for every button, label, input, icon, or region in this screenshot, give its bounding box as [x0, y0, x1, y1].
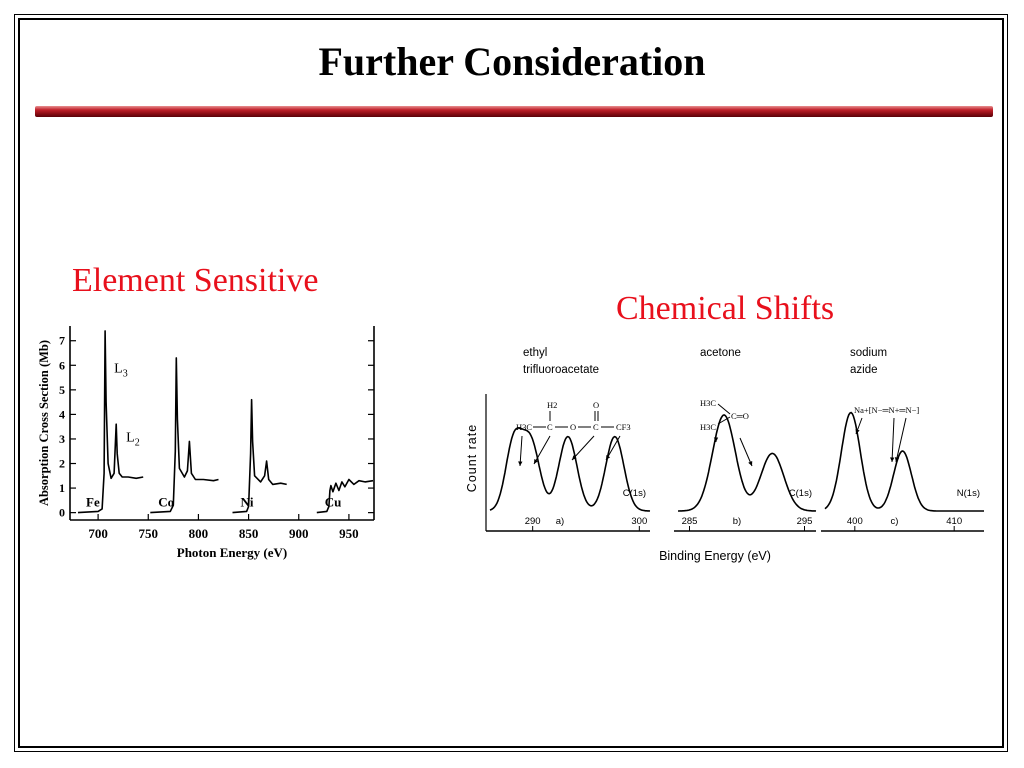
struct-h2: H2	[547, 400, 557, 410]
x-axis-label: Photon Energy (eV)	[177, 545, 288, 560]
x-tick-label: 950	[339, 526, 359, 541]
struct-acetone-bottom: H3C	[700, 422, 716, 432]
series-label-ni: Ni	[241, 495, 254, 510]
slide-title: Further Consideration	[318, 39, 706, 84]
chemical-shift-chart: Count rate Binding Energy (eV) 290 300 a) C(…	[465, 347, 984, 563]
orbital-label: C(1s)	[789, 488, 812, 499]
arrow-head	[606, 455, 611, 460]
compound-name: azide	[850, 364, 878, 376]
arrow-head	[890, 457, 895, 462]
peak-annotation: L3	[114, 362, 128, 380]
arrow-line	[739, 437, 753, 467]
panel-x-tick-label: 300	[631, 516, 647, 527]
series-label-co: Co	[158, 495, 174, 510]
arrow-head	[518, 461, 523, 466]
element-sensitive-heading: Element Sensitive	[72, 262, 319, 299]
arrow-line	[891, 417, 895, 463]
spectrum-line	[489, 427, 651, 512]
panel-x-tick-label: 295	[797, 516, 813, 527]
y-tick-label: 3	[59, 432, 65, 446]
arrow-head	[748, 461, 753, 466]
x-axis-label: Binding Energy (eV)	[659, 549, 771, 563]
arrow-head	[855, 429, 860, 434]
struct-ch3: H3C	[516, 422, 532, 432]
arrow-line	[519, 435, 523, 467]
struct-o-top: O	[593, 400, 599, 410]
struct-o: O	[570, 422, 576, 432]
arrow-line	[605, 435, 621, 461]
series-line-fe	[77, 330, 144, 514]
struct-c1: C	[547, 422, 553, 432]
y-tick-label: 5	[59, 383, 65, 397]
y-tick-label: 1	[59, 481, 65, 495]
struct-carbonyl: C═O	[731, 411, 749, 421]
xps-panel-1: 285 295 b) C(1s) acetone	[674, 347, 817, 532]
y-tick-label: 6	[59, 358, 65, 372]
slide-frame-inner	[18, 18, 1004, 748]
struct-c2: C	[593, 422, 599, 432]
panel-x-tick-label: 400	[847, 516, 863, 527]
series-line-ni	[232, 398, 287, 514]
panel-label: a)	[556, 516, 564, 527]
y-tick-label: 2	[59, 457, 65, 471]
arrow-line	[571, 435, 595, 461]
struct-cf3: CF3	[616, 422, 631, 432]
slide-frame-outer	[14, 14, 1008, 752]
absorption-spectrum-chart: 0 1 2 3 4 5 6 7 700 750 800 850 900 950 Photon Energy …	[37, 326, 375, 560]
panel-x-tick-label: 285	[682, 516, 698, 527]
xps-axes: Count rate Binding Energy (eV)	[465, 394, 771, 563]
y-axis-label: Count rate	[465, 424, 479, 492]
y-tick-label: 4	[59, 407, 65, 421]
arrow-line	[533, 435, 551, 465]
y-axis-label: Absorption Cross Section (Mb)	[37, 340, 51, 506]
arrow-head	[572, 455, 577, 460]
x-tick-label: 800	[189, 526, 209, 541]
arrow-head	[713, 437, 719, 442]
orbital-label: N(1s)	[957, 488, 980, 499]
panel-x-tick-label: 410	[946, 516, 962, 527]
x-tick-label: 750	[139, 526, 159, 541]
y-tick-label: 0	[59, 506, 65, 520]
absorption-axes: 0 1 2 3 4 5 6 7 700 750 800 850 900 950 Photon Energy …	[37, 326, 375, 560]
absorption-labels: Fe Co Ni Cu L3 L2	[86, 362, 341, 510]
xps-panel-2: 400 410 c) N(1s) sodium azide	[821, 347, 984, 532]
x-tick-label: 700	[88, 526, 108, 541]
spectrum-line	[824, 411, 984, 512]
series-label-cu: Cu	[325, 495, 342, 510]
xps-panel-0: 290 300 a) C(1s) ethyl trifluoroacetate	[486, 347, 651, 532]
arrow-head	[894, 457, 900, 462]
absorption-series	[77, 330, 374, 514]
bond	[717, 403, 731, 415]
orbital-label: C(1s)	[623, 488, 646, 499]
y-tick-label: 7	[59, 334, 65, 348]
panel-label: c)	[891, 516, 899, 527]
title-rule	[35, 106, 993, 117]
series-label-fe: Fe	[86, 495, 100, 510]
compound-name: sodium	[850, 347, 887, 359]
compound-name: acetone	[700, 347, 741, 359]
x-tick-label: 900	[289, 526, 309, 541]
spectrum-line	[678, 414, 817, 512]
struct-azide: Na+[N−═N+═N−]	[854, 405, 919, 415]
panel-label: b)	[733, 516, 741, 527]
peak-annotation: L2	[126, 430, 140, 448]
x-tick-label: 850	[239, 526, 259, 541]
series-line-cu	[316, 478, 374, 514]
arrow-head	[534, 459, 539, 464]
structure-drawings: H3C C H2 O C O CF3 H3C H3C C═O Na+[N−═N+═N−]	[516, 398, 919, 467]
bond	[717, 416, 731, 425]
compound-name: trifluoroacetate	[523, 364, 599, 376]
chemical-shifts-heading: Chemical Shifts	[616, 290, 835, 327]
arrow-line	[895, 417, 907, 463]
compound-name: ethyl	[523, 347, 547, 359]
struct-acetone-top: H3C	[700, 398, 716, 408]
panel-x-tick-label: 290	[525, 516, 541, 527]
series-line-co	[150, 357, 219, 514]
xps-panels: 290 300 a) C(1s) ethyl trifluoroacetate 285 295…	[486, 347, 984, 532]
